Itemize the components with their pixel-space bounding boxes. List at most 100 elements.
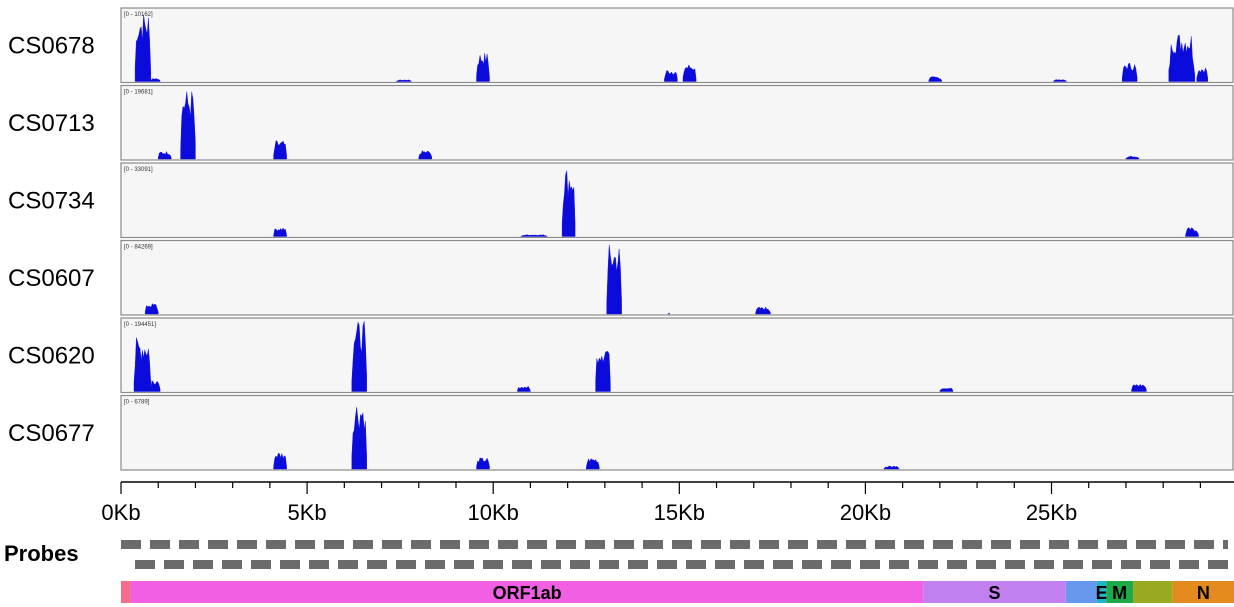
probe-segment [628, 560, 648, 569]
probe-segment [1107, 540, 1127, 549]
probe-segment [208, 540, 228, 549]
probe-segment [860, 560, 880, 569]
probe-segment [991, 540, 1011, 549]
probe-segment [338, 560, 358, 569]
gene-annotation-track: ORF1ab S E M N [121, 581, 1234, 603]
probe-segment [570, 560, 590, 569]
track-panel [120, 84, 1234, 161]
track-range-label: [0 - 10162] [124, 12, 153, 18]
coverage-peak [1168, 34, 1195, 82]
probe-segment [454, 560, 474, 569]
coverage-peak [586, 458, 600, 470]
coverage-track-cs0678: CS0678 [0 - 10162] [8, 7, 1234, 84]
probe-segment [875, 540, 895, 549]
coverage-peak [517, 385, 531, 392]
probe-segment [1194, 540, 1214, 549]
coverage-peak [664, 70, 678, 82]
probes-label: Probes [4, 541, 79, 566]
coverage-peak [145, 303, 159, 315]
coverage-peak [273, 227, 287, 237]
gene-label: M [1112, 583, 1127, 603]
probe-segment [440, 540, 460, 549]
probe-segment [251, 560, 271, 569]
gene-segment [1106, 581, 1134, 603]
probe-segment [730, 540, 750, 549]
probe-segment [135, 560, 155, 569]
probe-segment [1121, 560, 1141, 569]
probe-segment [889, 560, 909, 569]
probe-tracks: Probes [4, 540, 1228, 569]
probe-segment [672, 540, 692, 549]
probe-segment [614, 540, 634, 549]
coverage-peak [150, 78, 161, 82]
coverage-peak [928, 76, 942, 82]
coverage-peak [158, 150, 172, 160]
coverage-peak [755, 306, 771, 315]
probe-segment [773, 560, 793, 569]
probe-segment [1136, 540, 1156, 549]
track-label: CS0620 [8, 342, 95, 369]
coverage-peak [939, 388, 954, 392]
probe-segment [585, 540, 605, 549]
track-label: CS0713 [8, 110, 95, 137]
probe-segment [266, 540, 286, 549]
coverage-peak [273, 140, 287, 160]
probe-segment [1092, 560, 1112, 569]
track-panel [120, 317, 1234, 394]
probe-segment [541, 560, 561, 569]
coverage-peak [883, 465, 900, 470]
probe-segment [353, 540, 373, 549]
coverage-peak [595, 351, 611, 392]
track-range-label: [0 - 19681] [124, 90, 153, 96]
gene-label: ORF1ab [493, 583, 562, 603]
coverage-peak [396, 79, 412, 82]
probe-segment [788, 540, 808, 549]
probe-segment [1034, 560, 1054, 569]
probe-segment [643, 540, 663, 549]
track-panel [120, 7, 1234, 84]
probe-segment [498, 540, 518, 549]
probe-segment [1063, 560, 1083, 569]
coverage-peak [1131, 383, 1147, 392]
track-range-label: [0 - 33091] [124, 167, 153, 173]
gene-segment [923, 581, 1066, 603]
coverage-peak [180, 91, 196, 160]
gene-label: S [989, 583, 1001, 603]
gene-segment [130, 581, 924, 603]
probe-segment [324, 540, 344, 549]
probe-segment [701, 540, 721, 549]
probe-segment [1208, 560, 1228, 569]
probe-segment [1020, 540, 1040, 549]
coverage-peak [351, 407, 367, 470]
x-tick-label: 0Kb [101, 500, 140, 525]
track-label: CS0734 [8, 187, 95, 214]
probe-segment [222, 560, 242, 569]
probe-segment [831, 560, 851, 569]
x-tick-label: 15Kb [654, 500, 705, 525]
probe-segment [150, 540, 170, 549]
track-range-label: [0 - 84269] [124, 245, 153, 251]
x-tick-label: 5Kb [288, 500, 327, 525]
track-panel [120, 162, 1234, 239]
coverage-peak [476, 457, 490, 470]
coverage-peak [150, 380, 161, 392]
gene-label: E [1096, 583, 1108, 603]
gene-segment [1065, 581, 1097, 603]
probe-segment [237, 540, 257, 549]
probe-segment [164, 560, 184, 569]
probe-segment [947, 560, 967, 569]
probe-segment [599, 560, 619, 569]
track-label: CS0607 [8, 265, 95, 292]
track-panel [120, 394, 1234, 471]
probe-segment [1049, 540, 1069, 549]
probe-segment [846, 540, 866, 549]
coverage-track-cs0713: CS0713 [0 - 19681] [8, 84, 1234, 161]
gene-label: N [1197, 583, 1210, 603]
probe-segment [121, 540, 141, 549]
track-label: CS0678 [8, 32, 95, 59]
coverage-peak [273, 452, 287, 470]
x-tick-label: 20Kb [840, 500, 891, 525]
track-label: CS0677 [8, 420, 95, 447]
probe-segment [918, 560, 938, 569]
coverage-peak [351, 321, 367, 392]
